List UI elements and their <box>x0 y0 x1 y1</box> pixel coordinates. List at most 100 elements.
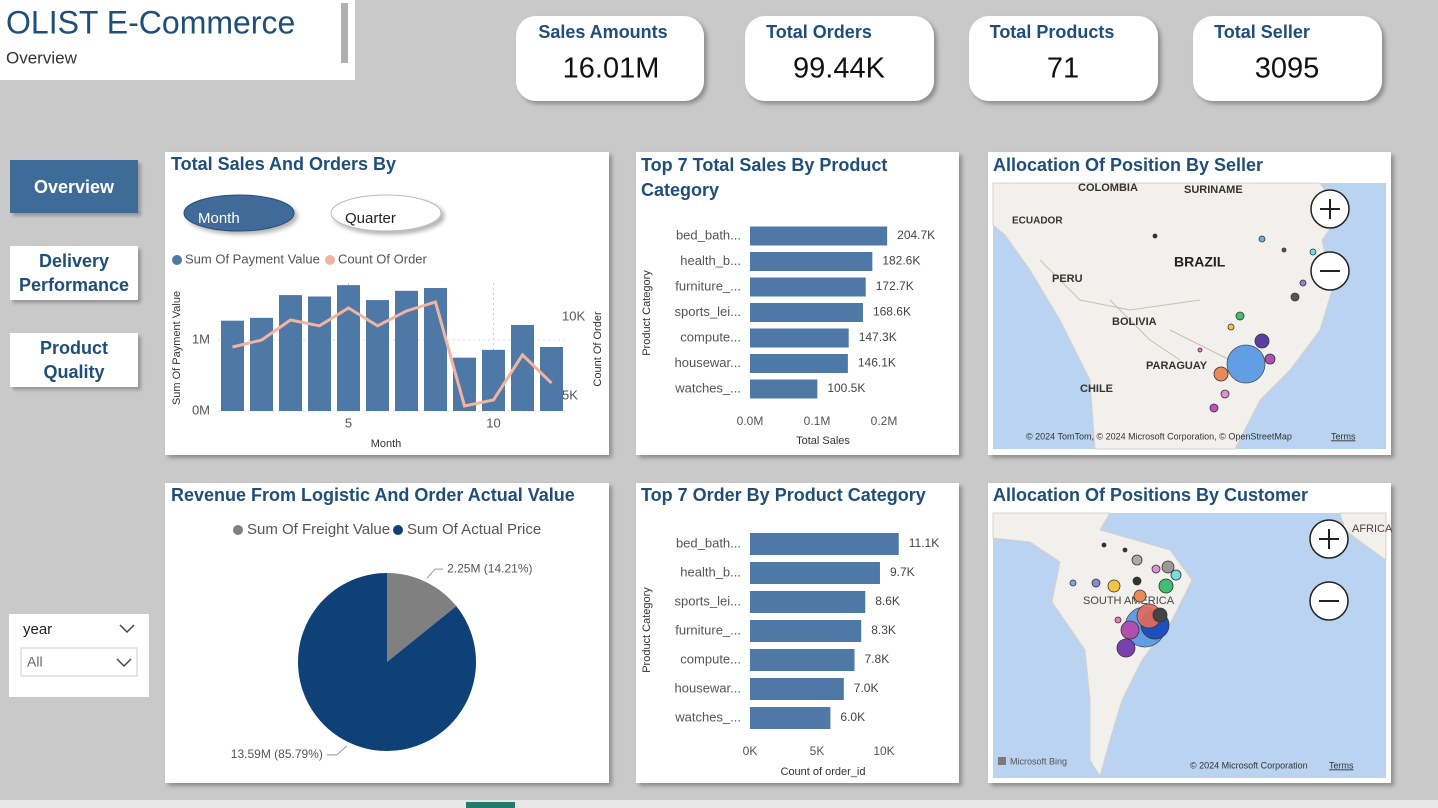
bar <box>250 317 273 411</box>
kpi-value: 3095 <box>1255 53 1320 85</box>
scrollbar <box>341 3 348 63</box>
zoom-out[interactable] <box>1309 581 1349 621</box>
bar <box>750 533 899 555</box>
toggle-button[interactable] <box>183 194 295 232</box>
kpi-value: 16.01M <box>563 53 660 85</box>
map-borders <box>1039 259 1231 361</box>
map-bubble <box>1151 564 1161 574</box>
map-bubble <box>1120 620 1140 640</box>
header-box <box>0 0 355 80</box>
map-bubble <box>1091 578 1101 588</box>
kpi-card <box>745 16 934 101</box>
map-terms[interactable]: Terms <box>1329 760 1354 770</box>
nav-button[interactable]: Product Quality <box>10 333 138 387</box>
map-seller: COLOMBIA SURINAME ECUADOR BRAZIL PERU BO… <box>992 182 1386 450</box>
y2-axis-title: Count Of Order <box>592 311 604 387</box>
value-label: 8.6K <box>875 594 900 608</box>
bar <box>482 349 505 411</box>
kpi-card <box>969 16 1158 101</box>
toggle-label: Quarter <box>345 210 396 227</box>
active-tab[interactable] <box>466 802 515 808</box>
bar <box>750 379 818 399</box>
kpi-card <box>1193 16 1382 101</box>
kpi-value: 99.44K <box>793 53 886 85</box>
map-label: BRAZIL <box>1174 254 1226 270</box>
map-bubble <box>1227 323 1235 331</box>
map-bubble <box>1290 292 1300 302</box>
category-label: compute... <box>680 329 741 344</box>
bar <box>750 354 848 373</box>
zoom-out[interactable] <box>1310 251 1350 291</box>
panel-title: Top 7 Total Sales By Product Category <box>641 155 888 200</box>
kpi-label: Total Orders <box>766 22 872 42</box>
kpi-value: 71 <box>1047 53 1079 85</box>
map-bubble <box>1213 366 1229 382</box>
bar <box>511 324 534 411</box>
x-axis-title: Count of order_id <box>781 766 866 778</box>
bar <box>750 707 831 729</box>
map-bubble <box>1281 247 1287 253</box>
x-axis-title: Total Sales <box>796 435 850 447</box>
x-tick-label: 0.0M <box>737 414 764 428</box>
pie-slice <box>298 573 476 751</box>
map-bubble <box>1309 248 1317 256</box>
kpi-label: Sales Amounts <box>538 22 667 42</box>
x-tick-label: 0.1M <box>804 414 831 428</box>
zoom-in[interactable] <box>1310 189 1350 229</box>
map-land <box>992 512 1193 778</box>
map-bubble <box>1152 607 1168 623</box>
category-label: furniture_... <box>675 622 741 637</box>
bar <box>750 303 863 322</box>
map-terms[interactable]: Terms <box>1331 431 1356 441</box>
x-tick-label: 5K <box>810 744 825 758</box>
category-label: bed_bath... <box>676 227 741 242</box>
value-label: 168.6K <box>873 305 911 319</box>
map-bubbles <box>1152 233 1317 413</box>
toggle-button[interactable] <box>330 194 442 232</box>
map-bubble <box>1069 579 1077 587</box>
map-bubble <box>1220 389 1230 399</box>
map-bubble <box>1264 353 1276 365</box>
filter-chevron[interactable] <box>116 658 132 668</box>
map-bubble <box>1209 403 1219 413</box>
pie-slice <box>387 573 457 662</box>
panel-title: Total Sales And Orders By <box>171 154 397 174</box>
panel-title: Top 7 Order By Product Category <box>641 485 926 505</box>
x-axis-title: Month <box>371 438 402 450</box>
nav-button[interactable]: Overview <box>10 160 138 213</box>
x-tick-label: 10 <box>486 415 500 430</box>
value-label: 204.7K <box>897 228 935 242</box>
bar <box>750 226 888 246</box>
map-bubble <box>1132 576 1142 586</box>
map-attribution: © 2024 Microsoft Corporation <box>1190 760 1308 770</box>
bar <box>750 277 866 297</box>
map-customer: SOUTH AMERICA AFRICA Microsoft Bing © 20 <box>992 512 1393 778</box>
y-axis-title: Product Category <box>641 270 653 356</box>
map-label: BOLIVIA <box>1112 316 1157 328</box>
nav-button[interactable]: Delivery Performance <box>10 246 138 300</box>
toggle-label: Month <box>198 210 240 227</box>
filter-dropdown[interactable] <box>20 647 138 677</box>
map-bubble <box>1254 333 1270 349</box>
filter-chevron[interactable] <box>119 624 135 634</box>
map-bubble <box>1114 616 1122 624</box>
bar <box>750 252 873 271</box>
bar <box>750 620 862 642</box>
bar <box>750 328 849 348</box>
map-bubble <box>1197 347 1203 353</box>
map-bubble <box>1101 542 1107 548</box>
kpi-cards: Sales Amounts 16.01M Total Orders 99.44K… <box>516 16 1382 101</box>
legend-marker <box>233 525 243 535</box>
value-label: 172.7K <box>876 279 914 293</box>
zoom-in[interactable] <box>1309 519 1349 559</box>
value-label: 147.3K <box>859 330 897 344</box>
value-label: 182.6K <box>882 254 920 268</box>
legend-label: Sum Of Freight Value <box>247 521 390 538</box>
filter-value: All <box>27 654 43 670</box>
legend-label: Sum Of Actual Price <box>407 521 541 538</box>
value-label: 11.1K <box>909 536 939 550</box>
legend-marker <box>393 525 403 535</box>
map-label: SOUTH AMERICA <box>1083 595 1175 607</box>
